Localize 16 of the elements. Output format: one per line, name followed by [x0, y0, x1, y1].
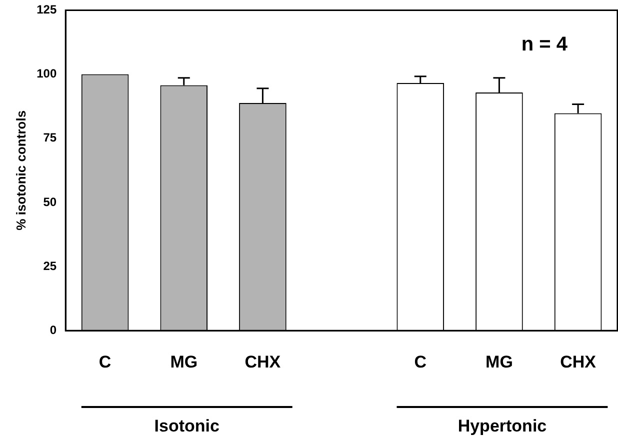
y-tick-label: 75 — [43, 130, 57, 145]
y-tick-label: 0 — [50, 322, 57, 337]
x-tick-label: MG — [486, 352, 513, 372]
y-tick-label: 100 — [36, 66, 57, 81]
x-tick-label: CHX — [560, 352, 597, 372]
y-tick-label: 25 — [43, 258, 57, 273]
text: Hypertonic — [458, 416, 547, 436]
y-tick-label: 50 — [43, 194, 57, 209]
y-tick-label: 125 — [36, 2, 57, 17]
y-axis-title: % isotonic controls — [13, 110, 28, 230]
x-tick-label: MG — [170, 352, 198, 372]
x-tick-label: C — [414, 352, 427, 372]
text: Isotonic — [154, 416, 220, 436]
annotation: n = 4 — [521, 34, 568, 56]
x-tick-label: C — [98, 352, 112, 372]
x-tick-label: CHX — [244, 352, 282, 372]
